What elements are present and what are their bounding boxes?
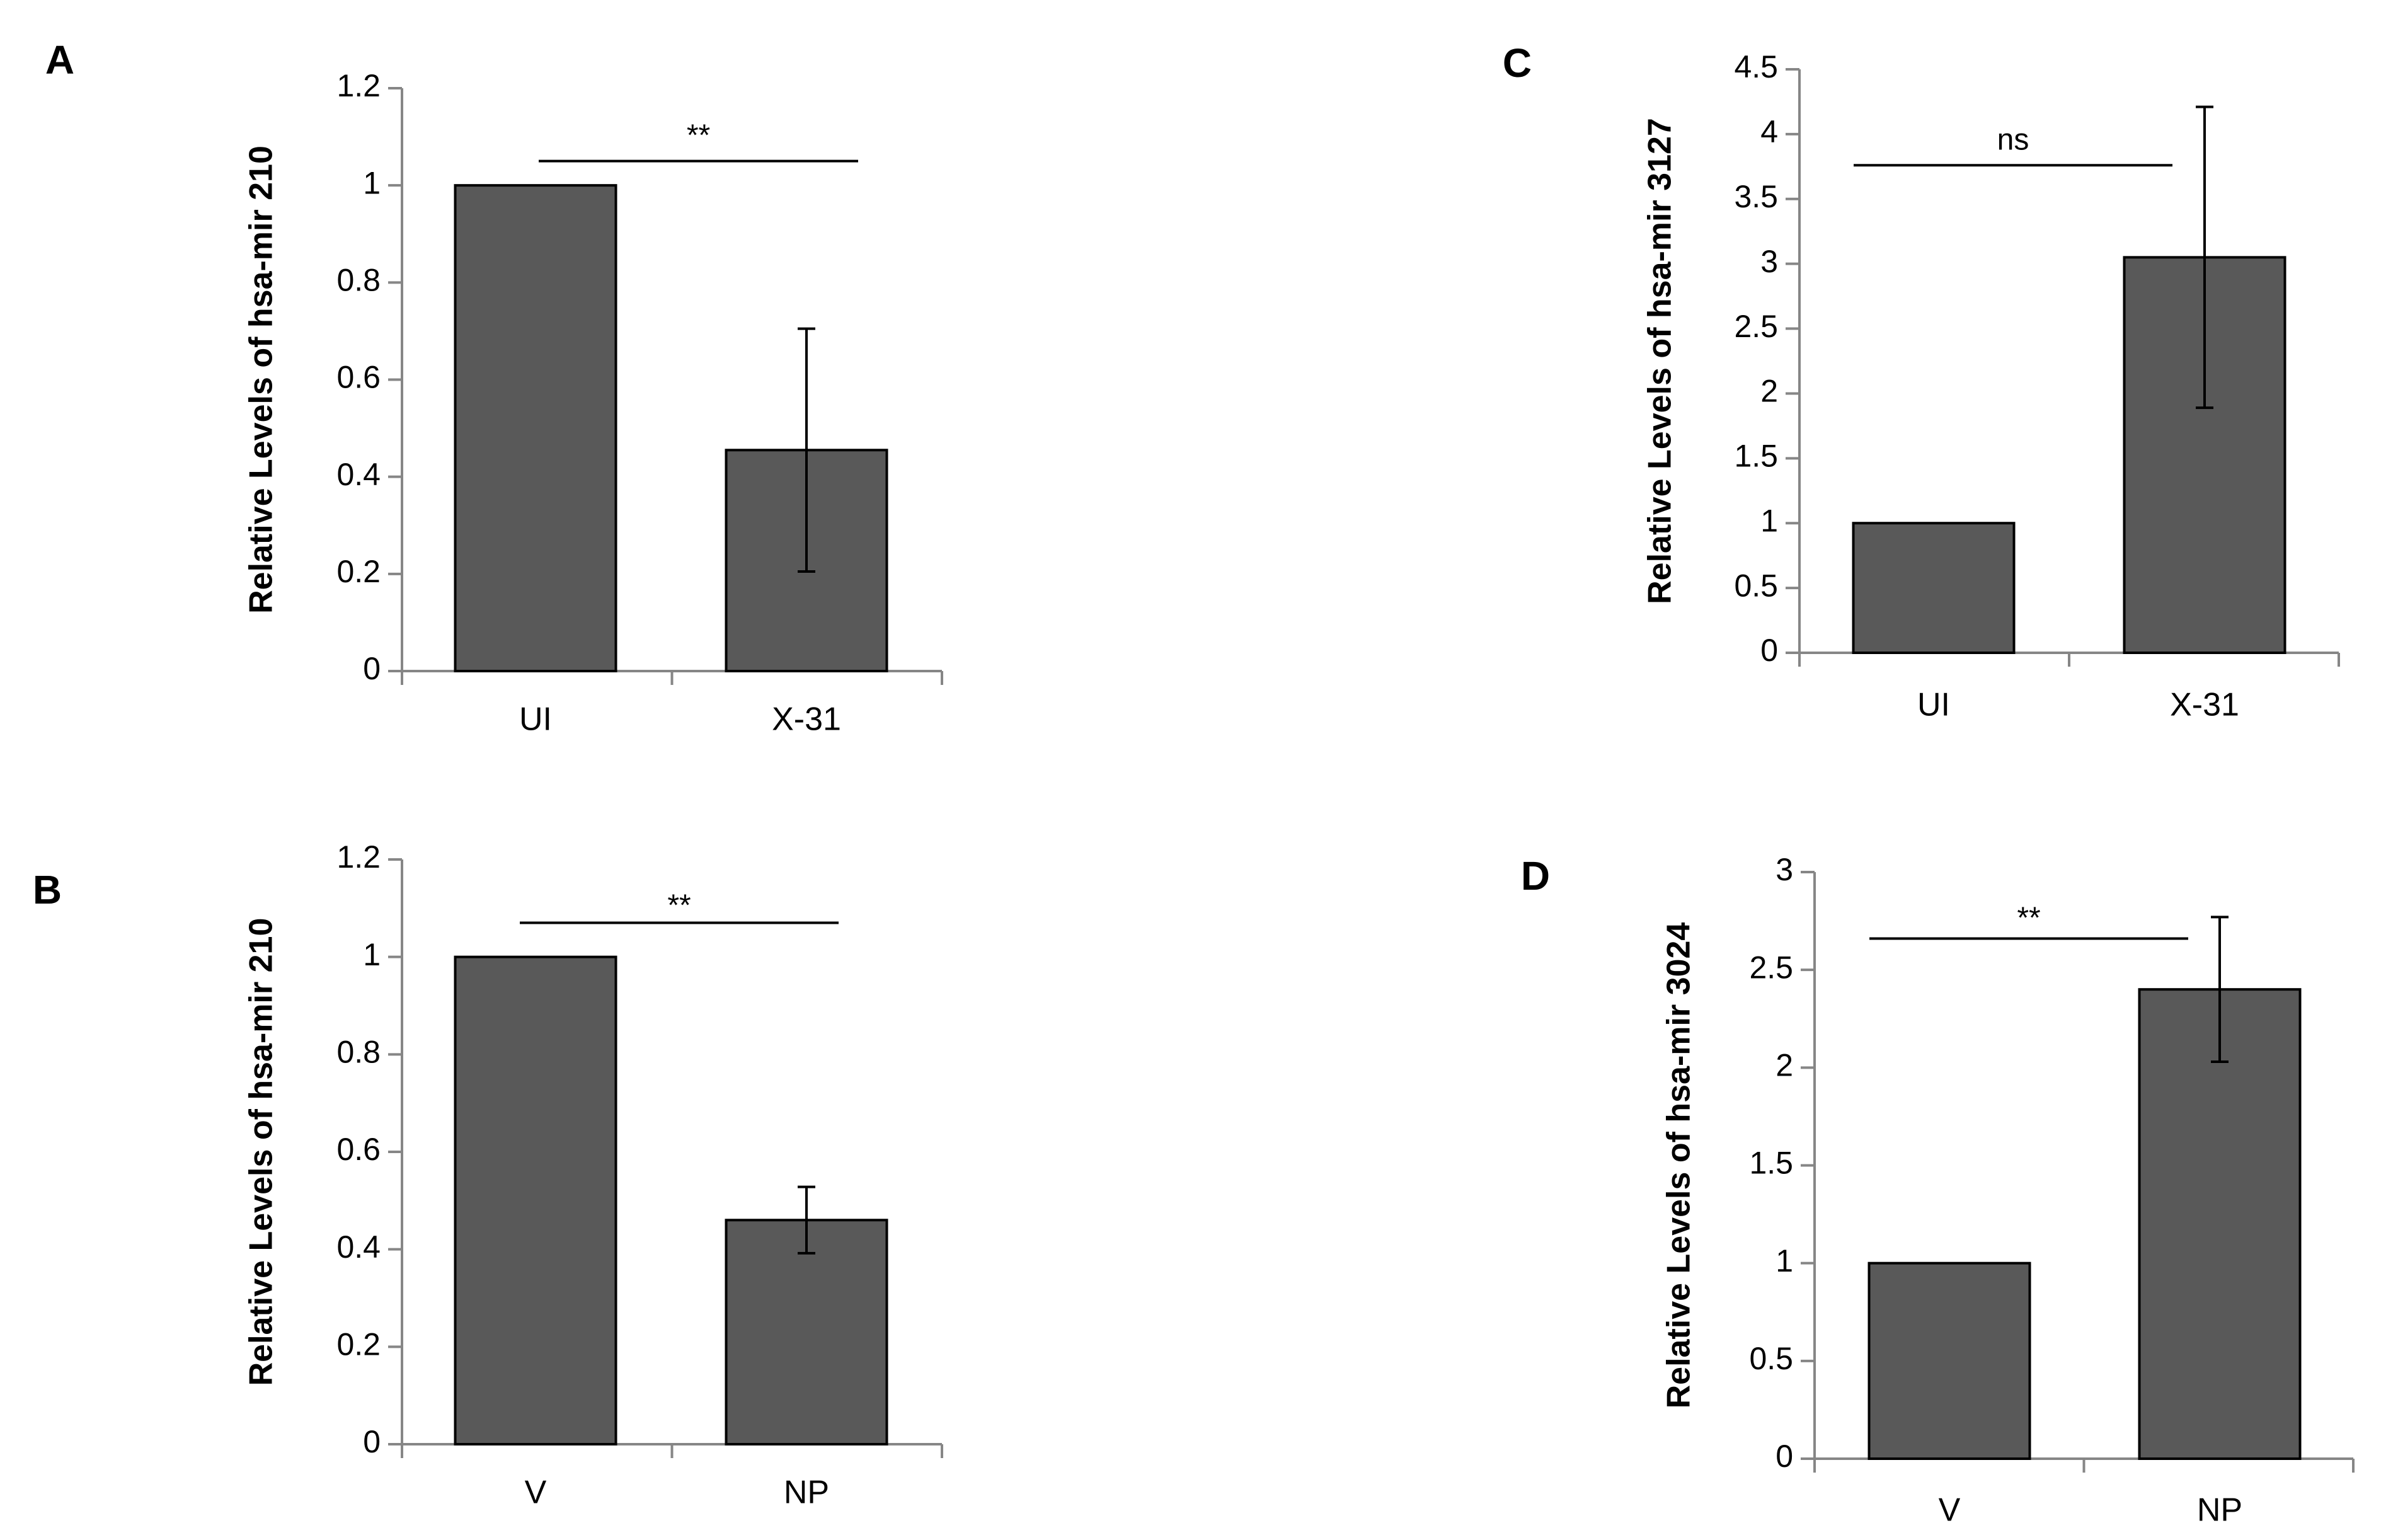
y-axis-title: Relative Levels of hsa-mir 3024 <box>1661 922 1697 1409</box>
x-category-label: X-31 <box>2170 687 2239 723</box>
y-tick-label: 0.8 <box>336 263 381 298</box>
y-tick-label: 2.5 <box>1734 309 1778 344</box>
y-tick-label: 1.2 <box>336 839 381 875</box>
y-tick-label: 2.5 <box>1749 950 1793 985</box>
chart-panel-d: D 0 0.5 1 1.5 2 2.5 3 Relative Levels of hsa-mir… <box>1521 852 2355 1529</box>
y-axis-title: Relative Levels of hsa-mir 210 <box>243 918 280 1386</box>
y-tick-label: 3 <box>1776 852 1793 887</box>
x-category-label: V <box>1939 1492 1961 1529</box>
panel-label: B <box>33 867 62 912</box>
bar-np <box>2138 988 2302 1460</box>
y-tick-label: 0 <box>363 1424 381 1459</box>
bar-v <box>1868 1261 2031 1460</box>
panel-label: A <box>45 37 74 83</box>
significance-label: ** <box>2017 902 2040 935</box>
chart-panel-b: B 0 0.2 0.4 0.6 0.8 1 1.2 Relative Levels of hsa… <box>33 839 943 1511</box>
y-tick-label: 0.2 <box>336 554 381 589</box>
y-tick-label: 1.5 <box>1749 1146 1793 1181</box>
y-tick-label: 4.5 <box>1734 49 1778 84</box>
y-tick-label: 0.4 <box>336 1229 381 1265</box>
significance-label: ns <box>1997 124 2029 157</box>
x-category-label: X-31 <box>772 701 841 738</box>
panel-label: C <box>1503 40 1532 86</box>
y-tick-label: 0 <box>363 651 381 686</box>
y-tick-label: 2 <box>1760 374 1778 409</box>
y-tick-label: 0.4 <box>336 457 381 492</box>
chart-panel-a: A 0 0.2 0.4 0.6 0.8 1 1.2 Relative Levels of hsa… <box>45 37 943 738</box>
bar-np <box>725 1219 888 1446</box>
y-axis-title: Relative Levels of hsa-mir 210 <box>243 146 280 614</box>
y-tick-label: 1 <box>363 937 381 972</box>
y-tick-label: 1.5 <box>1734 439 1778 474</box>
y-tick-label: 1 <box>363 165 381 200</box>
y-tick-label: 3.5 <box>1734 179 1778 214</box>
y-tick-label: 4 <box>1760 114 1778 149</box>
bar-v <box>454 955 617 1445</box>
y-tick-label: 0.6 <box>336 1132 381 1167</box>
y-tick-label: 0.5 <box>1749 1341 1793 1376</box>
significance-label: ** <box>687 119 710 152</box>
y-tick-label: 1.2 <box>336 68 381 103</box>
y-tick-label: 0 <box>1776 1439 1793 1474</box>
bar-ui <box>1852 522 2016 654</box>
x-category-label: UI <box>1917 687 1950 723</box>
y-tick-label: 1 <box>1760 503 1778 538</box>
y-tick-label: 0 <box>1760 633 1778 668</box>
y-tick-label: 0.8 <box>336 1035 381 1070</box>
y-tick-label: 0.5 <box>1734 568 1778 603</box>
x-category-label: UI <box>519 701 552 738</box>
y-tick-label: 0.6 <box>336 360 381 395</box>
y-tick-label: 1 <box>1776 1243 1793 1279</box>
y-tick-label: 0.2 <box>336 1327 381 1362</box>
x-category-label: V <box>525 1474 547 1511</box>
significance-label: ** <box>667 889 691 922</box>
chart-panel-c: C 0 0.5 1 1.5 2 2.5 3 3.5 4 4.5 Relative Levels of … <box>1503 40 2340 723</box>
y-axis-title: Relative Levels of hsa-mir 3127 <box>1642 118 1678 604</box>
panel-label: D <box>1521 853 1550 899</box>
x-category-label: NP <box>2197 1492 2242 1529</box>
y-tick-label: 2 <box>1776 1048 1793 1083</box>
x-category-label: NP <box>784 1474 829 1511</box>
y-tick-label: 3 <box>1760 244 1778 279</box>
bar-ui <box>454 184 617 672</box>
